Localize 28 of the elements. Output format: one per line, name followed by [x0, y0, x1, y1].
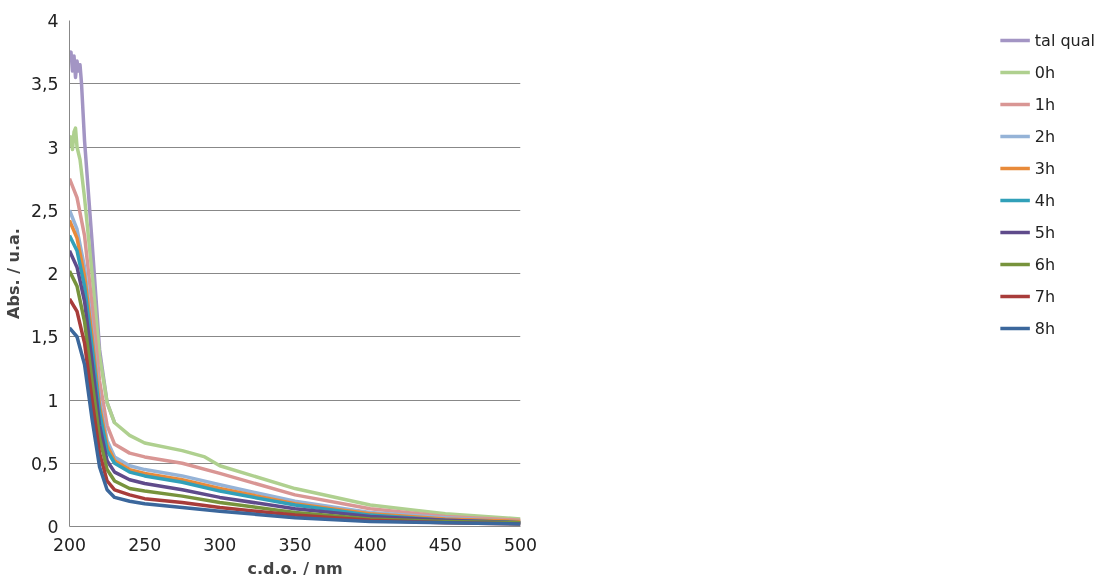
y-tick-label: 4	[47, 11, 59, 31]
x-tick-label: 400	[353, 534, 387, 555]
x-tick-label: 500	[503, 534, 538, 555]
y-tick-label: 2	[47, 264, 59, 284]
legend-label: 8h	[1034, 318, 1056, 338]
legend-label: 3h	[1034, 158, 1056, 178]
y-tick-label: 1	[47, 390, 59, 411]
x-tick-label: 450	[428, 534, 462, 555]
legend-label: 7h	[1034, 286, 1056, 306]
legend-label: 5h	[1034, 222, 1056, 242]
x-tick-label: 250	[128, 534, 162, 555]
legend-label: 1h	[1034, 94, 1056, 114]
x-tick-label: 350	[278, 534, 312, 555]
legend-label: 4h	[1034, 190, 1056, 210]
legend-label: 0h	[1034, 62, 1056, 82]
y-tick-label: 3,5	[30, 74, 59, 95]
x-tick-label: 300	[203, 534, 237, 555]
legend-label: 6h	[1034, 254, 1056, 274]
x-tick-label: 200	[52, 534, 87, 555]
y-tick-label: 3	[47, 137, 59, 158]
y-tick-label: 2,5	[30, 200, 59, 221]
x-axis-title: c.d.o. / nm	[247, 558, 343, 578]
legend-label: 2h	[1034, 126, 1056, 146]
legend-label: tal qual	[1034, 30, 1095, 50]
y-axis-title: Abs. / u.a.	[3, 228, 23, 319]
y-tick-label: 0	[47, 517, 59, 537]
y-tick-label: 0,5	[30, 453, 59, 474]
y-tick-label: 1,5	[30, 327, 59, 348]
